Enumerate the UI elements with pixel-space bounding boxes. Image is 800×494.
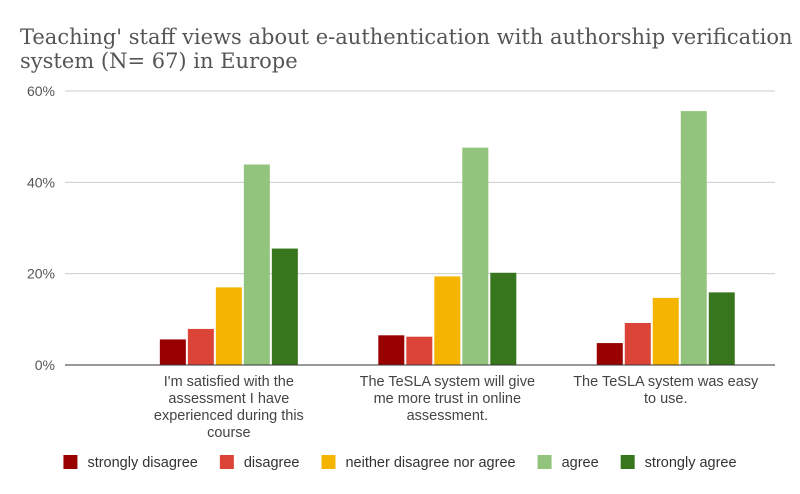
bar-strongly-agree-1 <box>490 272 517 365</box>
bar-disagree-2 <box>624 322 651 365</box>
y-tick-label-3: 60% <box>27 83 55 99</box>
y-tick-label-0: 0% <box>35 357 55 373</box>
category-label-1-line-2: assessment. <box>407 408 488 424</box>
legend-item-2: neither disagree nor agree <box>321 455 516 471</box>
legend-swatch-3 <box>537 455 552 469</box>
legend-label-0: strongly disagree <box>87 455 197 471</box>
gridlines <box>65 90 775 275</box>
legend-item-3: agree <box>537 455 599 471</box>
bar-agree-1 <box>462 147 489 365</box>
chart-title-line-2: system (N= 67) in Europe <box>20 49 298 73</box>
bar-strongly-agree-0 <box>271 248 298 365</box>
legend-item-0: strongly disagree <box>63 455 198 471</box>
bar-strongly-disagree-1 <box>378 335 405 365</box>
category-label-1-line-1: me more trust in online <box>374 391 521 407</box>
bar-strongly-agree-2 <box>708 292 735 365</box>
chart-title-line-1: Teaching' staff views about e-authentica… <box>20 25 793 49</box>
y-tick-label-2: 40% <box>27 174 55 190</box>
category-label-1-line-0: The TeSLA system will give <box>360 374 535 390</box>
bar-strongly-disagree-0 <box>159 339 186 365</box>
category-label-2-line-0: The TeSLA system was easy <box>573 374 759 390</box>
legend-swatch-1 <box>219 455 234 469</box>
chart-title: Teaching' staff views about e-authentica… <box>20 25 793 73</box>
category-label-0-line-3: course <box>207 425 251 441</box>
bar-agree-0 <box>243 164 270 365</box>
bar-disagree-0 <box>187 328 214 365</box>
legend-item-4: strongly agree <box>620 455 737 471</box>
y-axis-ticks: 0% 20% 40% 60% <box>27 83 55 373</box>
legend-item-1: disagree <box>219 455 300 471</box>
category-label-0-line-0: I'm satisfied with the <box>164 374 294 390</box>
category-label-0-line-1: assessment I have <box>168 391 289 407</box>
legend-label-4: strongly agree <box>645 455 737 471</box>
category-label-2-line-1: to use. <box>644 391 688 407</box>
bar-neither-disagree-nor-agree-2 <box>652 297 679 365</box>
legend-swatch-4 <box>620 455 635 469</box>
legend-label-3: agree <box>562 455 599 471</box>
legend: strongly disagree disagree neither disagre… <box>63 455 737 471</box>
bar-neither-disagree-nor-agree-0 <box>215 287 242 365</box>
legend-label-2: neither disagree nor agree <box>345 455 515 471</box>
legend-swatch-0 <box>63 455 78 469</box>
legend-swatch-2 <box>321 455 336 469</box>
bar-disagree-1 <box>406 336 433 365</box>
bar-agree-2 <box>680 111 707 366</box>
category-label-0-line-2: experienced during this <box>154 408 304 424</box>
legend-label-1: disagree <box>244 455 300 471</box>
y-tick-label-1: 20% <box>27 266 55 282</box>
bars <box>159 111 735 366</box>
bar-strongly-disagree-2 <box>596 343 623 365</box>
bar-neither-disagree-nor-agree-1 <box>434 276 461 365</box>
